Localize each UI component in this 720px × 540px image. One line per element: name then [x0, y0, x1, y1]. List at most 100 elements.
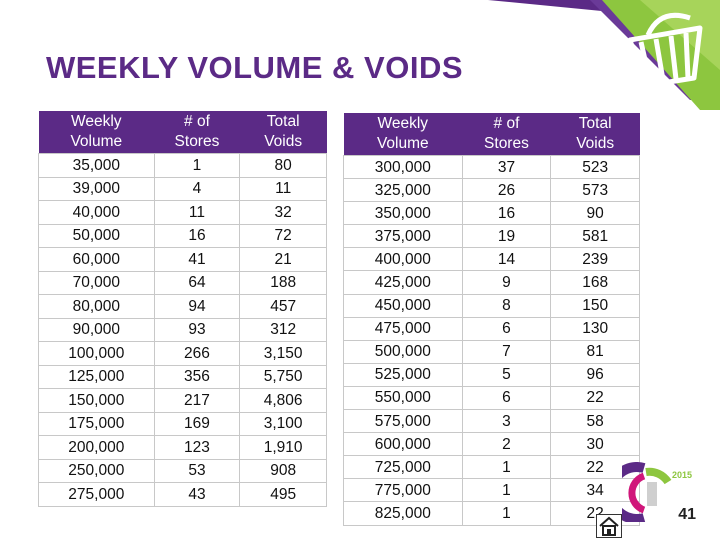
cell-num-stores: 6 [461, 316, 552, 341]
table-row: 425,000 9 168 [343, 270, 640, 295]
cell-weekly-volume: 775,000 [343, 478, 463, 503]
table-row: 35,000 1 80 [38, 153, 327, 178]
cell-num-stores: 217 [153, 388, 241, 413]
table-row: 550,000 6 22 [343, 385, 640, 411]
cell-weekly-volume: 200,000 [38, 435, 155, 460]
cell-total-voids: 495 [239, 482, 327, 507]
cell-weekly-volume: 500,000 [343, 339, 463, 364]
cell-total-voids: 312 [239, 317, 327, 342]
cell-total-voids: 573 [550, 178, 640, 203]
cell-weekly-volume: 70,000 [38, 270, 155, 295]
cell-weekly-volume: 575,000 [343, 409, 463, 434]
cell-weekly-volume: 100,000 [38, 341, 155, 366]
table-row: 200,000 123 1,910 [38, 435, 327, 460]
home-icon[interactable] [596, 514, 622, 538]
table-row: 70,000 64 188 [38, 270, 327, 295]
left-data-table: Weekly Volume # of Stores Total Voids 35,00… [38, 111, 327, 507]
cell-total-voids: 4,806 [239, 388, 327, 413]
table-row: 600,000 2 30 [343, 432, 640, 457]
cell-weekly-volume: 150,000 [38, 388, 155, 413]
cell-weekly-volume: 175,000 [38, 411, 155, 436]
table-row: 375,000 19 581 [343, 224, 640, 249]
cell-total-voids: 58 [550, 409, 640, 434]
right-data-table: Weekly Volume # of Stores Total Voids 300,0… [343, 113, 640, 526]
cell-total-voids: 81 [550, 339, 640, 364]
cell-weekly-volume: 725,000 [343, 455, 463, 480]
cell-num-stores: 4 [153, 176, 241, 201]
table-row: 450,000 8 150 [343, 293, 640, 318]
table-row: 475,000 6 130 [343, 316, 640, 341]
cell-num-stores: 1 [461, 501, 552, 526]
cell-total-voids: 30 [550, 432, 640, 457]
table-row: 500,000 7 81 [343, 339, 640, 364]
cell-num-stores: 37 [461, 154, 552, 180]
cell-num-stores: 41 [153, 247, 241, 272]
cell-num-stores: 6 [461, 385, 552, 411]
cell-total-voids: 80 [239, 153, 327, 178]
cell-num-stores: 19 [461, 224, 552, 249]
cell-total-voids: 21 [239, 247, 327, 272]
header-num-stores: # of Stores [154, 111, 240, 154]
cell-num-stores: 1 [461, 478, 552, 503]
cell-weekly-volume: 40,000 [38, 200, 155, 225]
header-num-stores: # of Stores [462, 113, 551, 156]
cell-num-stores: 356 [153, 364, 241, 389]
cell-weekly-volume: 90,000 [38, 317, 155, 342]
table-row: 325,000 26 573 [343, 178, 640, 203]
table-row: 275,000 43 495 [38, 482, 327, 507]
cell-num-stores: 53 [153, 458, 241, 483]
cell-num-stores: 14 [461, 247, 552, 272]
table-row: 525,000 5 96 [343, 362, 640, 387]
cell-weekly-volume: 50,000 [38, 223, 155, 248]
cell-num-stores: 11 [153, 200, 241, 225]
cell-num-stores: 16 [461, 201, 552, 226]
cell-weekly-volume: 825,000 [343, 501, 463, 526]
cell-total-voids: 1,910 [239, 435, 327, 460]
cell-num-stores: 5 [461, 362, 552, 387]
table-row: 400,000 14 239 [343, 247, 640, 272]
cell-total-voids: 130 [550, 316, 640, 341]
cell-weekly-volume: 325,000 [343, 178, 463, 203]
cell-total-voids: 188 [239, 270, 327, 295]
table-row: 725,000 1 22 [343, 455, 640, 480]
table-row: 80,000 94 457 [38, 294, 327, 319]
cell-weekly-volume: 550,000 [343, 385, 463, 411]
cell-weekly-volume: 300,000 [343, 154, 463, 180]
header-total-voids: Total Voids [239, 111, 327, 154]
cell-num-stores: 9 [461, 270, 552, 295]
cell-weekly-volume: 375,000 [343, 224, 463, 249]
cell-weekly-volume: 39,000 [38, 176, 155, 201]
cell-total-voids: 3,150 [239, 341, 327, 366]
cell-num-stores: 2 [461, 432, 552, 457]
cell-total-voids: 96 [550, 362, 640, 387]
header-total-voids: Total Voids [550, 113, 640, 156]
table-row: 175,000 169 3,100 [38, 411, 327, 436]
cell-num-stores: 93 [153, 317, 241, 342]
cell-weekly-volume: 525,000 [343, 362, 463, 387]
cell-num-stores: 26 [461, 178, 552, 203]
cell-num-stores: 123 [153, 435, 241, 460]
cell-weekly-volume: 35,000 [38, 153, 155, 178]
table-row: 100,000 266 3,150 [38, 341, 327, 366]
cell-total-voids: 90 [550, 201, 640, 226]
cell-num-stores: 3 [461, 409, 552, 434]
table-header-row: Weekly Volume # of Stores Total Voids [38, 111, 327, 154]
table-row: 150,000 217 4,806 [38, 388, 327, 413]
cell-total-voids: 32 [239, 200, 327, 225]
logo-icon [622, 462, 672, 522]
page-title: WEEKLY VOLUME & VOIDS [46, 50, 464, 85]
cell-weekly-volume: 600,000 [343, 432, 463, 457]
cell-total-voids: 523 [550, 154, 640, 180]
cell-total-voids: 457 [239, 294, 327, 319]
header-weekly-volume: Weekly Volume [343, 113, 463, 156]
cell-num-stores: 43 [153, 482, 241, 507]
table-row: 90,000 93 312 [38, 317, 327, 342]
table-row: 775,000 1 34 [343, 478, 640, 503]
cell-total-voids: 3,100 [239, 411, 327, 436]
shopping-basket-icon [627, 12, 703, 89]
cell-total-voids: 908 [239, 458, 327, 483]
page-number: 41 [678, 506, 696, 523]
cell-weekly-volume: 250,000 [38, 458, 155, 483]
cell-total-voids: 581 [550, 224, 640, 249]
cell-num-stores: 94 [153, 294, 241, 319]
